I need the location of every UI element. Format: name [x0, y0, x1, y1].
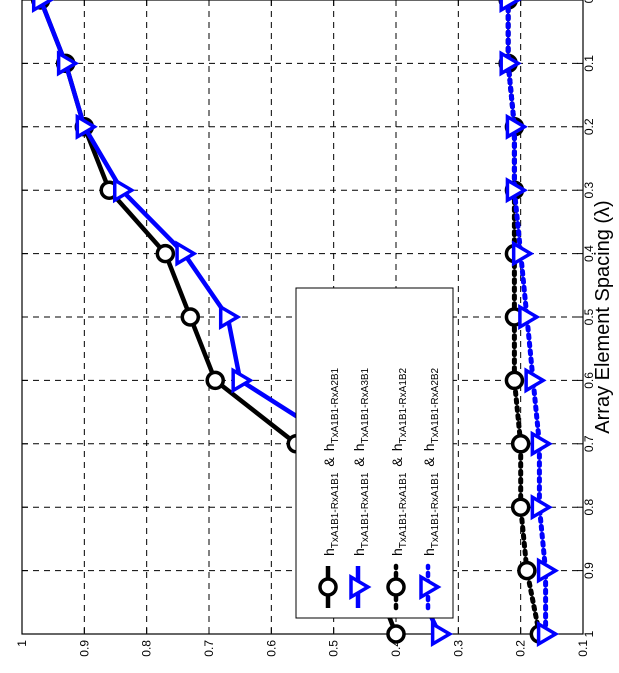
- circle-marker: [155, 243, 176, 264]
- legend-amp: &: [351, 457, 367, 467]
- circle-marker: [205, 370, 225, 391]
- triangle-marker: [530, 430, 553, 457]
- x-tick-label: 0.4: [582, 245, 596, 262]
- x-tick-label: 0.5: [582, 308, 596, 325]
- y-tick-label-cap: 1: [15, 640, 29, 647]
- series-4: [499, 0, 560, 648]
- y-tick-label: 0.9: [77, 640, 91, 657]
- triangle-marker: [75, 113, 98, 140]
- legend-sub: TxA1B1-RxA1B1: [360, 472, 371, 548]
- triangle-marker: [505, 177, 528, 204]
- legend-entry-2: hTxA1B1-RxA1B1&hTxA1B1-RxA3B1: [349, 367, 372, 608]
- circle-marker: [386, 577, 406, 597]
- legend-h: h: [421, 548, 437, 556]
- circle-marker: [386, 624, 406, 644]
- y-tick-label: 0.4: [389, 640, 403, 657]
- legend-entry-3: hTxA1B1-RxA1B1&hTxA1B1-RxA1B2: [386, 367, 409, 611]
- triangle-marker: [419, 573, 442, 601]
- legend-sub: TxA1B1-RxA1B2: [398, 367, 409, 443]
- triangle-marker: [530, 494, 553, 521]
- legend-h: h: [389, 443, 405, 451]
- legend-h: h: [351, 548, 367, 556]
- legend-label: hTxA1B1-RxA1B1&hTxA1B1-RxA2B2: [421, 367, 441, 556]
- y-tick-label: 0.6: [264, 640, 278, 657]
- triangle-marker: [505, 113, 528, 140]
- circle-marker: [510, 434, 531, 454]
- legend: hTxA1B1-RxA1B1&hTxA1B1-RxA2B1hTxA1B1-RxA…: [295, 287, 454, 619]
- legend-h: h: [321, 548, 337, 556]
- triangle-marker: [56, 50, 80, 77]
- x-tick-label: 0.1: [582, 55, 596, 72]
- x-axis-title: Array Element Spacing (λ): [592, 200, 614, 433]
- circle-marker: [517, 560, 537, 581]
- legend-h: h: [389, 548, 405, 556]
- y-tick-label: 0.2: [514, 640, 528, 657]
- triangle-marker: [524, 367, 547, 394]
- legend-entry-4: hTxA1B1-RxA1B1&hTxA1B1-RxA2B2: [419, 367, 442, 611]
- legend-amp: &: [421, 457, 437, 467]
- triangle-marker: [536, 620, 560, 648]
- x-tick-label: 0.9: [582, 562, 596, 579]
- triangle-marker: [499, 50, 522, 77]
- legend-sub: TxA1B1-RxA1B1: [330, 472, 341, 548]
- legend-sub: TxA1B1-RxA2B1: [330, 367, 341, 443]
- axis-labels: Array Element Spacing (λ): [592, 200, 614, 433]
- triangle-marker: [430, 620, 454, 648]
- triangle-marker: [536, 557, 560, 584]
- triangle-marker: [499, 0, 522, 14]
- triangle-marker: [349, 573, 372, 601]
- triangle-marker: [518, 303, 541, 331]
- circle-marker: [318, 577, 338, 597]
- y-tick-label: 0.1: [576, 640, 590, 657]
- legend-sub: TxA1B1-RxA3B1: [360, 367, 371, 443]
- legend-label: hTxA1B1-RxA1B1&hTxA1B1-RxA1B2: [389, 367, 409, 556]
- triangle-marker: [218, 303, 242, 331]
- x-tick-label: 1: [582, 630, 596, 637]
- y-tick-label: 0.7: [202, 640, 216, 657]
- legend-h: h: [421, 443, 437, 451]
- legend-amp: &: [389, 457, 405, 467]
- circle-marker: [504, 370, 525, 391]
- triangle-marker: [511, 240, 535, 267]
- axes: 0 0.1 0.2 0.3 0.4 0.5 0.6 0.7 0.8 0.9 1 0.1 0.2 0.3 0.…: [15, 0, 596, 657]
- y-tick-label: 0.5: [327, 640, 341, 657]
- x-tick-label: 0.6: [582, 372, 596, 389]
- y-tick-label: 0.3: [451, 640, 465, 657]
- x-tick-label: 0.3: [582, 182, 596, 199]
- y-tick-label: 0.8: [140, 640, 154, 657]
- x-tick-label: 0.2: [582, 118, 596, 135]
- triangle-marker: [112, 177, 136, 204]
- circle-marker: [510, 497, 531, 517]
- legend-h: h: [351, 443, 367, 451]
- legend-label: hTxA1B1-RxA1B1&hTxA1B1-RxA3B1: [351, 367, 371, 556]
- triangle-marker: [231, 367, 254, 394]
- legend-box: [295, 287, 454, 619]
- x-tick-label: 0.8: [582, 499, 596, 516]
- triangle-marker: [31, 0, 55, 14]
- legend-h: h: [321, 443, 337, 451]
- triangle-marker: [175, 240, 198, 267]
- circle-marker: [180, 307, 201, 327]
- legend-sub: TxA1B1-RxA1B1: [430, 472, 441, 548]
- legend-label: hTxA1B1-RxA1B1&hTxA1B1-RxA2B1: [321, 367, 341, 556]
- x-tick-label: 0: [582, 0, 596, 3]
- legend-sub: TxA1B1-RxA2B2: [430, 367, 441, 443]
- legend-sub: TxA1B1-RxA1B1: [398, 472, 409, 548]
- x-tick-label: 0.7: [582, 435, 596, 452]
- legend-entry-1: hTxA1B1-RxA1B1&hTxA1B1-RxA2B1: [318, 367, 341, 608]
- legend-amp: &: [321, 457, 337, 467]
